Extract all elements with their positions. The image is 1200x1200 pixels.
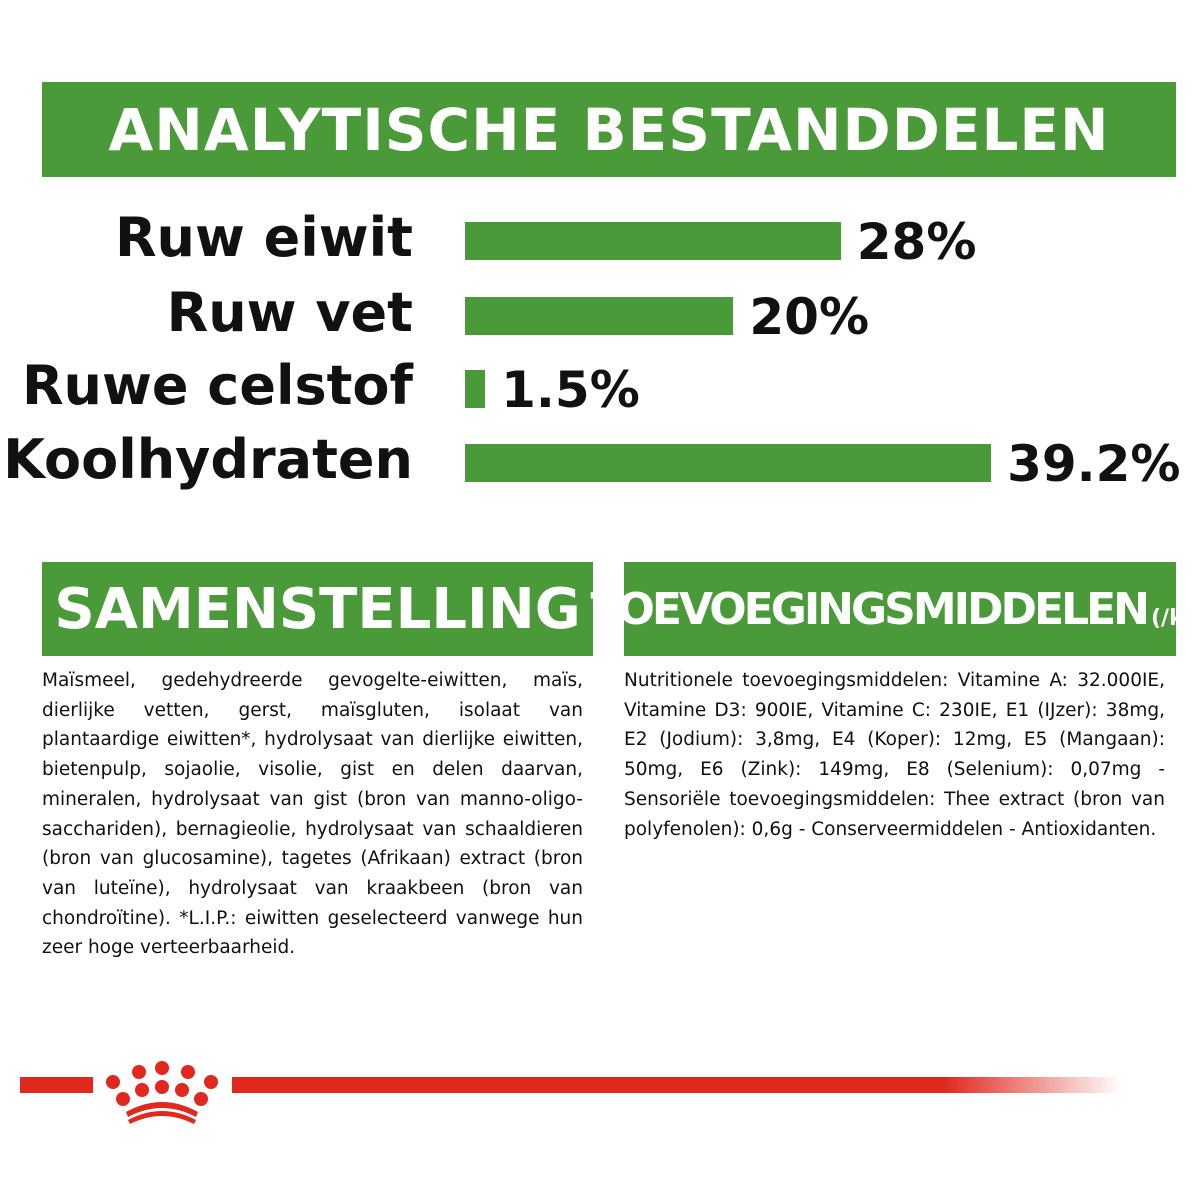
toevoegingsmiddelen-banner: TOEVOEGINGSMIDDELEN(/kg) (590, 562, 1200, 656)
royal-canin-logo (20, 1061, 1122, 1124)
toevoegingsmiddelen-heading: TOEVOEGINGSMIDDELEN (590, 583, 1150, 635)
crown-icon (106, 1061, 218, 1124)
bar (465, 444, 992, 482)
red-line-right (232, 1077, 1122, 1093)
samenstelling-heading: SAMENSTELLING (54, 576, 581, 642)
unit-label: (/kg) (1151, 605, 1200, 631)
red-line-left (20, 1077, 93, 1093)
value-label: 39.2% (1007, 435, 1181, 493)
bar (465, 297, 734, 335)
bar (465, 370, 486, 408)
category-label: Ruwe celstof (21, 354, 413, 417)
title-banner: ANALYTISCHE BESTANDDELEN (42, 82, 1176, 177)
value-label: 1.5% (501, 361, 640, 419)
category-label: Ruw eiwit (114, 206, 413, 269)
bar (465, 222, 841, 260)
category-label: Ruw vet (166, 281, 413, 344)
toevoegingsmiddelen-text: Nutritionele toevoegingsmiddelen: Vitami… (624, 670, 1165, 840)
samenstelling-text: Maïsmeel, gedehydreerde gevogelte-eiwitt… (42, 670, 583, 959)
samenstelling-banner: SAMENSTELLING (42, 562, 593, 656)
title: ANALYTISCHE BESTANDDELEN (108, 95, 1110, 164)
value-label: 28% (856, 213, 977, 271)
category-label: Koolhydraten (3, 428, 413, 491)
value-label: 20% (749, 288, 870, 346)
